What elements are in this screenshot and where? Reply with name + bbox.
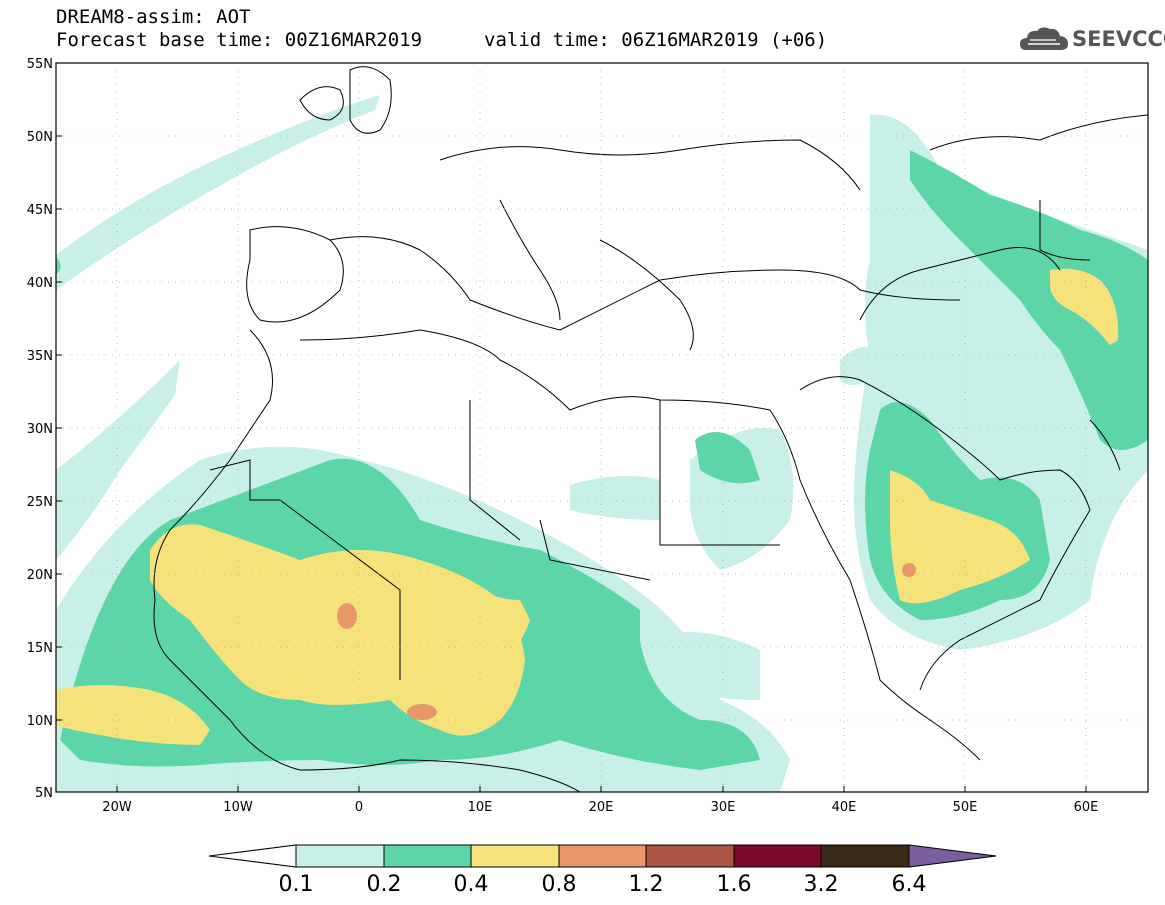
colorbar-label: 0.2 (367, 872, 402, 897)
forecast-base-time: Forecast base time: 00Z16MAR2019 (56, 29, 423, 51)
lon-label: 10W (223, 800, 253, 815)
lat-label: 15N (27, 641, 53, 656)
coastlines (153, 66, 1148, 792)
cloud-icon (1020, 27, 1068, 50)
colorbar-segment-1 (295, 844, 385, 868)
lon-label: 20W (102, 800, 132, 815)
map-title: DREAM8-assim: AOT (56, 6, 251, 28)
graticule (56, 63, 1148, 792)
longitude-labels: 20W 10W 0 10E 20E 30E 40E 50E 60E (102, 800, 1098, 815)
colorbar-segment-8 (908, 844, 997, 868)
colorbar-segment-0 (208, 844, 297, 868)
colorbar-label: 0.1 (279, 872, 314, 897)
lon-label: 50E (953, 800, 978, 815)
lat-label: 20N (27, 568, 53, 583)
lon-label: 40E (832, 800, 857, 815)
colorbar-label: 1.6 (717, 872, 752, 897)
lat-label: 55N (27, 57, 53, 72)
axis-ticks (56, 62, 1087, 793)
colorbar-label: 0.8 (542, 872, 577, 897)
lat-label: 45N (27, 203, 53, 218)
colorbar-segment-6 (733, 844, 822, 868)
logo-text: SEEVCCC (1072, 27, 1165, 51)
lat-label: 5N (35, 786, 53, 801)
lat-label: 25N (27, 495, 53, 510)
lat-label: 35N (27, 349, 53, 364)
colorbar-segment-7 (820, 844, 910, 868)
colorbar-labels: 0.1 0.2 0.4 0.8 1.2 1.6 3.2 6.4 (279, 872, 927, 897)
lon-label: 0 (355, 800, 363, 815)
lon-label: 30E (711, 800, 736, 815)
lat-label: 30N (27, 422, 53, 437)
lat-label: 40N (27, 276, 53, 291)
lat-label: 50N (27, 130, 53, 145)
lon-label: 10E (468, 800, 493, 815)
colorbar-label: 1.2 (629, 872, 664, 897)
lon-label: 60E (1074, 800, 1099, 815)
lat-label: 10N (27, 714, 53, 729)
latitude-labels: 55N 50N 45N 40N 35N 30N 25N 20N 15N 10N … (27, 57, 53, 801)
colorbar-segment-4 (558, 844, 647, 868)
colorbar-segment-2 (383, 844, 472, 868)
valid-time: valid time: 06Z16MAR2019 (+06) (484, 29, 828, 51)
aot-contours (56, 95, 1148, 792)
lon-label: 20E (589, 800, 614, 815)
colorbar-label: 3.2 (804, 872, 839, 897)
colorbar-label: 6.4 (892, 872, 927, 897)
colorbar-label: 0.4 (454, 872, 489, 897)
colorbar-segment-5 (645, 844, 735, 868)
colorbar (208, 844, 997, 868)
colorbar-segment-3 (470, 844, 560, 868)
